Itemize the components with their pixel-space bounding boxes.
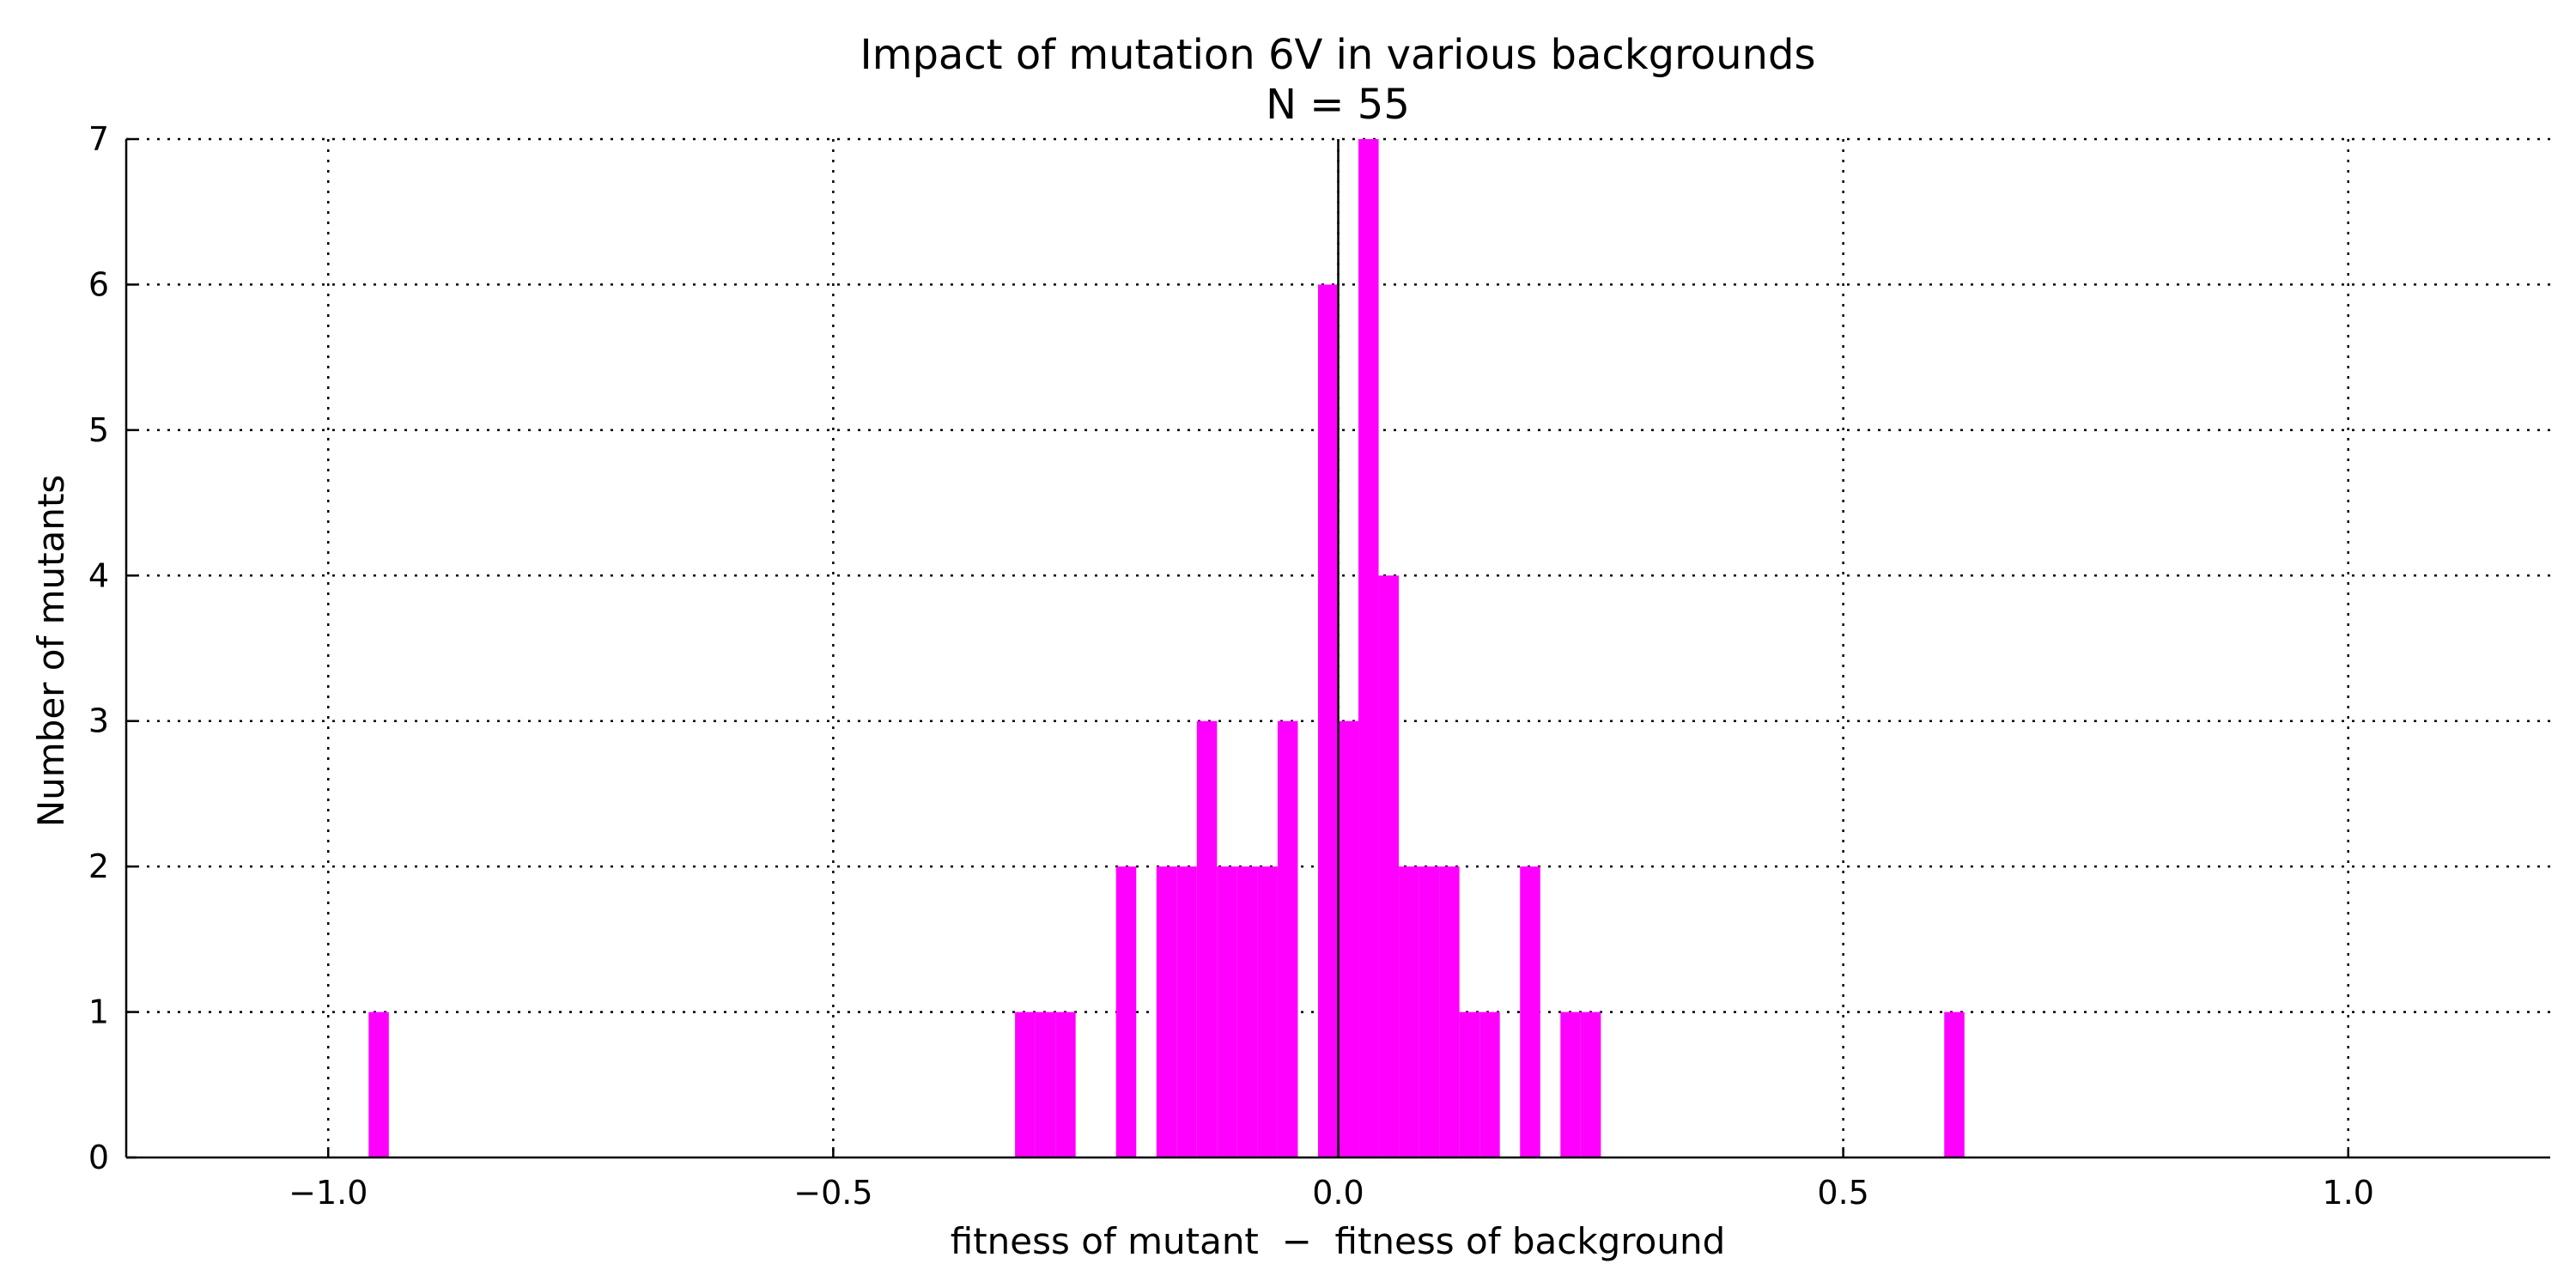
- histogram-bar: [1358, 139, 1379, 1157]
- histogram-bar: [1399, 866, 1419, 1157]
- grid-lines: [126, 137, 2550, 1157]
- chart-subtitle: N = 55: [1266, 81, 1410, 129]
- histogram-bar: [1479, 1012, 1500, 1157]
- y-axis-label: Number of mutants: [30, 475, 72, 828]
- histogram-bar: [1156, 866, 1177, 1157]
- histogram-bar: [1035, 1012, 1056, 1157]
- chart-title: Impact of mutation 6V in various backgro…: [860, 31, 1816, 79]
- histogram-bar: [1015, 1012, 1036, 1157]
- x-axis-label: fitness of mutant − fitness of backgroun…: [951, 1220, 1726, 1262]
- histogram-bar: [1560, 1012, 1581, 1157]
- histogram-bar: [1338, 720, 1359, 1157]
- x-tick-label: 1.0: [2323, 1174, 2374, 1212]
- histogram-bars: [368, 139, 1965, 1157]
- histogram-bar: [1055, 1012, 1076, 1157]
- x-tick-label: 0.5: [1817, 1174, 1868, 1212]
- x-tick-label: −1.0: [289, 1174, 368, 1212]
- histogram-bar: [1419, 866, 1440, 1157]
- histogram-bar: [1236, 866, 1258, 1157]
- histogram-bar: [1520, 866, 1540, 1157]
- y-tick-label: 5: [88, 411, 109, 449]
- y-tick-label: 6: [88, 265, 109, 303]
- histogram-bar: [1944, 1012, 1965, 1157]
- x-tick-label: 0.0: [1312, 1174, 1364, 1212]
- x-tick-label: −0.5: [793, 1174, 872, 1212]
- y-tick-label: 7: [88, 120, 109, 158]
- histogram-bar: [1176, 866, 1197, 1157]
- histogram-bar: [1439, 866, 1460, 1157]
- histogram-bar: [1115, 866, 1137, 1157]
- histogram-bar: [1277, 720, 1298, 1157]
- histogram-bar: [1257, 866, 1278, 1157]
- y-tick-label: 0: [88, 1139, 109, 1176]
- histogram-bar: [368, 1012, 389, 1157]
- y-axis-ticks: 0 1 2 3 4 5 6 7: [88, 120, 137, 1176]
- y-tick-label: 3: [88, 702, 109, 740]
- y-tick-label: 1: [88, 993, 109, 1031]
- histogram-bar: [1459, 1012, 1480, 1157]
- histogram-bar: [1196, 720, 1218, 1157]
- y-tick-label: 2: [88, 848, 109, 885]
- histogram-bar: [1317, 284, 1339, 1157]
- histogram-bar: [1217, 866, 1237, 1157]
- y-tick-label: 4: [88, 556, 109, 594]
- x-axis-ticks: −1.0 −0.5 0.0 0.5 1.0: [289, 1147, 2374, 1212]
- histogram-bar: [1580, 1012, 1601, 1157]
- histogram-bar: [1378, 575, 1400, 1157]
